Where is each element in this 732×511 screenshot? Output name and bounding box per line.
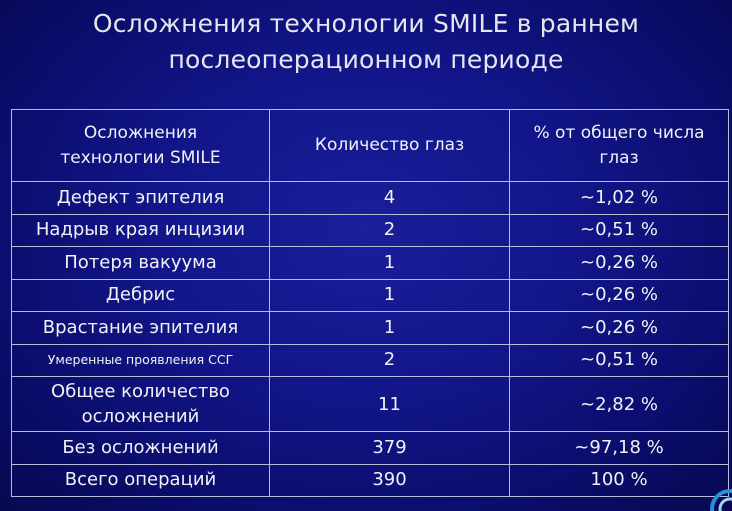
table-row: Дефект эпителия 4 ~1,02 % <box>11 181 729 215</box>
row-percent: ~0,26 % <box>509 311 729 345</box>
row-label: Общее количество осложнений <box>11 376 270 432</box>
row-count: 2 <box>269 343 510 377</box>
slide-title-line-2: послеоперационном периоде <box>168 45 564 74</box>
row-percent: 100 % <box>509 463 729 497</box>
corner-logo-icon <box>706 485 732 511</box>
row-count: 390 <box>269 463 510 497</box>
row-percent: ~0,51 % <box>509 343 729 377</box>
complications-table: Осложнения технологии SMILE Количество г… <box>11 109 729 497</box>
row-count: 1 <box>269 246 510 280</box>
header-complications: Осложнения технологии SMILE <box>11 109 270 182</box>
row-label: Дефект эпителия <box>11 181 270 215</box>
row-label: Всего операций <box>11 463 270 497</box>
row-percent: ~0,26 % <box>509 246 729 280</box>
row-count: 4 <box>269 181 510 215</box>
row-label: Дебрис <box>11 278 270 312</box>
slide-title: Осложнения технологии SMILE в раннем пос… <box>0 6 732 78</box>
row-percent: ~2,82 % <box>509 376 729 432</box>
header-eye-count: Количество глаз <box>269 109 510 182</box>
slide-title-line-1: Осложнения технологии SMILE в раннем <box>92 9 640 38</box>
table-row: Умеренные проявления ССГ 2 ~0,51 % <box>11 343 729 377</box>
table-row: Без осложнений 379 ~97,18 % <box>11 431 729 465</box>
header-percent-line-2: глаз <box>599 147 639 168</box>
header-percent: % от общего числа глаз <box>509 109 729 182</box>
row-count: 379 <box>269 431 510 465</box>
row-label: Потеря вакуума <box>11 246 270 280</box>
row-label-line-2: осложнений <box>81 406 200 427</box>
row-label: Умеренные проявления ССГ <box>11 343 270 377</box>
table-row: Дебрис 1 ~0,26 % <box>11 278 729 312</box>
table-row: Всего операций 390 100 % <box>11 463 729 497</box>
row-percent: ~1,02 % <box>509 181 729 215</box>
table-header-row: Осложнения технологии SMILE Количество г… <box>11 109 729 182</box>
table-row: Потеря вакуума 1 ~0,26 % <box>11 246 729 280</box>
row-count: 1 <box>269 311 510 345</box>
header-complications-line-1: Осложнения <box>83 122 198 143</box>
row-label: Без осложнений <box>11 431 270 465</box>
row-percent: ~0,26 % <box>509 278 729 312</box>
row-count: 1 <box>269 278 510 312</box>
table-row: Общее количество осложнений 11 ~2,82 % <box>11 376 729 432</box>
row-label-line-1: Общее количество <box>51 381 230 402</box>
header-percent-line-1: % от общего числа <box>533 122 705 143</box>
header-complications-line-2: технологии SMILE <box>60 147 221 168</box>
row-label: Врастание эпителия <box>11 311 270 345</box>
row-percent: ~0,51 % <box>509 213 729 247</box>
row-count: 11 <box>269 376 510 432</box>
table-row: Врастание эпителия 1 ~0,26 % <box>11 311 729 345</box>
row-percent: ~97,18 % <box>509 431 729 465</box>
row-label: Надрыв края инцизии <box>11 213 270 247</box>
row-count: 2 <box>269 213 510 247</box>
table-row: Надрыв края инцизии 2 ~0,51 % <box>11 213 729 247</box>
